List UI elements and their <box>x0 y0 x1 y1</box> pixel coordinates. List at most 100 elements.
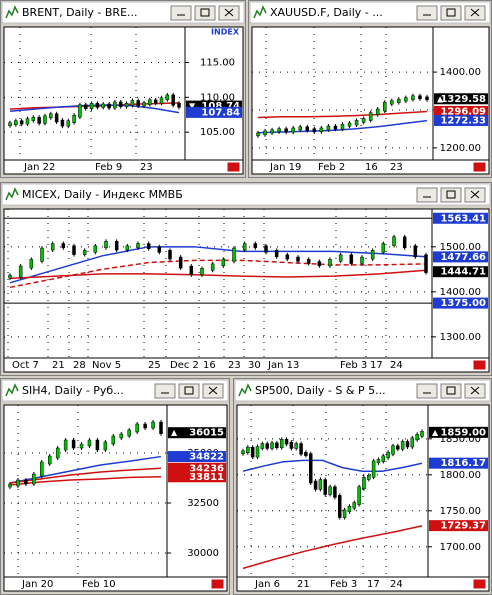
scale-button[interactable] <box>472 578 487 590</box>
maximize-button[interactable] <box>178 383 200 399</box>
candle <box>397 98 401 103</box>
candle <box>72 114 76 123</box>
tag-arrow: ▼ <box>189 102 196 111</box>
candle <box>84 104 88 110</box>
candle <box>338 254 343 262</box>
candle <box>289 441 294 449</box>
candle <box>127 429 131 437</box>
candle <box>294 443 298 449</box>
tag-label: 1375.00 <box>440 298 486 309</box>
price-tag <box>434 114 488 126</box>
candle <box>317 261 322 267</box>
candle <box>291 127 295 133</box>
candle <box>157 246 162 253</box>
candle <box>298 126 302 131</box>
x-tick-label: 23 <box>140 162 153 173</box>
candle <box>381 243 386 253</box>
minimize-button[interactable] <box>170 5 192 21</box>
tag-label: 1272.33 <box>440 115 486 126</box>
moving-average <box>242 459 423 472</box>
candle <box>111 435 116 445</box>
candle <box>306 259 311 264</box>
tag-label: 1729.37 <box>440 521 486 532</box>
maximize-button[interactable] <box>440 383 462 399</box>
tag-label: 1444.71 <box>440 267 486 278</box>
candle <box>118 101 123 107</box>
candle <box>260 443 265 449</box>
candle <box>79 443 84 449</box>
minimize-button[interactable] <box>416 383 438 399</box>
y-tick-label: 1300.00 <box>440 332 481 343</box>
chart-window: BRENT, Daily - BRE...INDEX115.00110.0010… <box>0 0 246 178</box>
maximize-button[interactable] <box>440 187 462 203</box>
candle <box>136 243 140 249</box>
x-tick-label: 23 <box>228 360 241 371</box>
candle <box>411 95 415 100</box>
candle <box>151 421 155 429</box>
scale-button[interactable] <box>472 161 487 173</box>
candle <box>323 479 327 495</box>
y-tick-label: 1500.00 <box>440 242 481 253</box>
candle <box>189 265 194 276</box>
candle <box>66 120 71 127</box>
price-tag <box>168 427 226 439</box>
candle <box>32 473 36 485</box>
candle <box>49 113 53 119</box>
candle <box>415 433 419 441</box>
maximize-button[interactable] <box>440 5 462 21</box>
candle <box>357 486 361 505</box>
candle <box>313 480 318 490</box>
tag-label: 36015 <box>189 428 224 439</box>
price-tag <box>433 212 488 224</box>
maximize-glyph <box>200 8 210 17</box>
minimize-button[interactable] <box>416 187 438 203</box>
maximize-button[interactable] <box>194 5 216 21</box>
candle <box>376 459 381 464</box>
x-tick-label: Feb 3 <box>330 579 357 590</box>
candle <box>333 125 338 130</box>
candle <box>61 243 66 249</box>
date-band <box>251 159 490 175</box>
minimize-button[interactable] <box>416 5 438 21</box>
scale-button[interactable] <box>226 161 241 173</box>
price-tag <box>433 251 488 263</box>
candle <box>136 100 140 107</box>
candle <box>89 103 94 110</box>
maximize-glyph <box>446 8 456 17</box>
candle <box>381 455 386 462</box>
candle <box>40 247 44 262</box>
window-title: BRENT, Daily - BRE... <box>22 6 138 19</box>
x-tick-label: Feb 10 <box>82 579 116 590</box>
candle <box>63 439 68 451</box>
candle <box>342 509 347 518</box>
x-tick-label: Oct 7 <box>12 360 39 371</box>
y-tick-label: 1400.00 <box>440 287 481 298</box>
minimize-button[interactable] <box>154 383 176 399</box>
scale-button[interactable] <box>472 359 487 371</box>
candle <box>420 431 424 437</box>
plot-area <box>3 208 490 359</box>
date-band <box>236 576 490 592</box>
candle <box>349 254 354 264</box>
moving-average <box>257 110 428 119</box>
price-tag <box>168 471 226 483</box>
candle <box>246 446 250 454</box>
maximize-glyph <box>446 386 456 395</box>
candle <box>55 447 60 459</box>
x-tick-label: Jan 19 <box>269 162 301 173</box>
candle <box>256 132 260 137</box>
candle <box>8 274 12 279</box>
candle <box>279 439 284 448</box>
moving-average <box>242 525 423 570</box>
candle <box>242 243 247 251</box>
moving-average <box>9 259 427 289</box>
candle <box>37 116 41 124</box>
candle <box>95 103 100 108</box>
candle <box>24 479 28 485</box>
candle <box>255 446 260 458</box>
scale-button[interactable] <box>210 578 225 590</box>
x-tick-label: 23 <box>390 162 403 173</box>
window-icon <box>5 383 19 397</box>
x-tick-label: Jan 20 <box>21 579 53 590</box>
